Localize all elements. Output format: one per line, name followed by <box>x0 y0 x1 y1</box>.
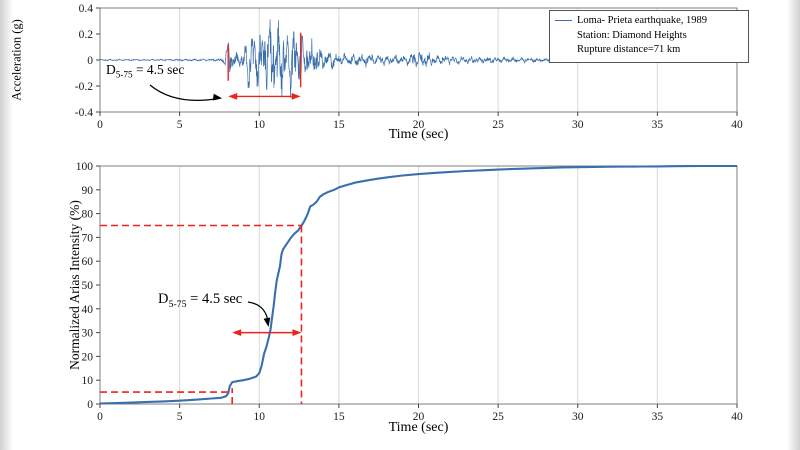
y-tick-label: 30 <box>82 328 94 340</box>
y-tick-label: 0 <box>87 399 93 411</box>
y-tick-label: 50 <box>82 280 94 292</box>
arrowhead <box>212 93 223 101</box>
x-tick-label: 10 <box>254 119 266 131</box>
arrowhead <box>263 317 271 327</box>
y-tick-label: 0 <box>87 55 93 67</box>
y-tick-label: 10 <box>82 375 94 387</box>
x-tick-label: 10 <box>254 411 266 423</box>
arrowhead <box>232 329 242 336</box>
bottom-y-axis-label: Normalized Arias Intensity (%) <box>67 200 82 370</box>
y-tick-label: -0.2 <box>75 81 93 93</box>
annotation-value: = 4.5 sec <box>186 291 243 307</box>
y-tick-label: 0.4 <box>79 3 94 15</box>
x-tick-label: 20 <box>413 119 425 131</box>
top-y-axis-label: Acceleration (g) <box>9 19 24 101</box>
x-tick-label: 20 <box>413 411 425 423</box>
y-tick-label: 100 <box>76 161 94 173</box>
annotation-symbol: D <box>106 62 116 77</box>
x-tick-label: 40 <box>731 119 743 131</box>
x-tick-label: 0 <box>97 119 103 131</box>
y-tick-label: 80 <box>82 209 94 221</box>
arrowhead <box>228 93 238 100</box>
annotation-arrow <box>149 84 220 101</box>
x-tick-label: 5 <box>177 119 183 131</box>
legend-entry: Loma- Prieta earthquake, 1989 <box>555 14 743 29</box>
legend-entry-label: Loma- Prieta earthquake, 1989 <box>577 15 708 26</box>
x-tick-label: 35 <box>652 119 664 131</box>
arrowhead <box>292 329 302 336</box>
annotation-subscript: 5-75 <box>168 298 187 310</box>
x-tick-label: 35 <box>652 411 664 423</box>
y-tick-label: 0.2 <box>79 29 94 41</box>
x-tick-label: 15 <box>333 119 345 131</box>
y-tick-label: 40 <box>82 304 94 316</box>
x-tick-label: 30 <box>572 119 584 131</box>
y-tick-label: -0.4 <box>75 107 93 119</box>
x-tick-label: 40 <box>731 411 743 423</box>
series-line-marker <box>555 20 572 22</box>
x-tick-label: 5 <box>177 411 183 423</box>
duration-annotation-top: D5-75 = 4.5 sec <box>106 62 184 80</box>
annotation-subscript: 5-75 <box>115 69 133 80</box>
x-tick-label: 0 <box>97 411 103 423</box>
x-tick-label: 25 <box>492 411 504 423</box>
x-tick-label: 15 <box>333 411 345 423</box>
y-tick-label: 90 <box>82 185 94 197</box>
x-tick-label: 30 <box>572 411 584 423</box>
x-tick-label: 25 <box>492 119 504 131</box>
legend-entry: Rupture distance=71 km <box>577 44 681 56</box>
arrowhead <box>291 93 301 100</box>
arias-intensity-chart: 0 5 10 15 20 25 30 35 40 0 10 20 30 40 50 60 70 80 90 100 <box>76 161 743 423</box>
legend-entry: Station: Diamond Heights <box>577 29 687 41</box>
annotation-value: = 4.5 sec <box>132 62 185 77</box>
annotation-symbol: D <box>158 291 169 307</box>
y-tick-label: 60 <box>82 256 94 268</box>
duration-annotation-bottom: D5-75 = 4.5 sec <box>158 291 242 310</box>
y-tick-label: 20 <box>82 351 94 363</box>
y-tick-label: 70 <box>82 232 94 244</box>
top-x-axis-label: Time (sec) <box>388 127 449 142</box>
legend: Loma- Prieta earthquake, 1989 Station: D… <box>549 10 749 64</box>
bottom-x-axis-label: Time (sec) <box>388 420 449 435</box>
arias-curve <box>99 164 737 405</box>
